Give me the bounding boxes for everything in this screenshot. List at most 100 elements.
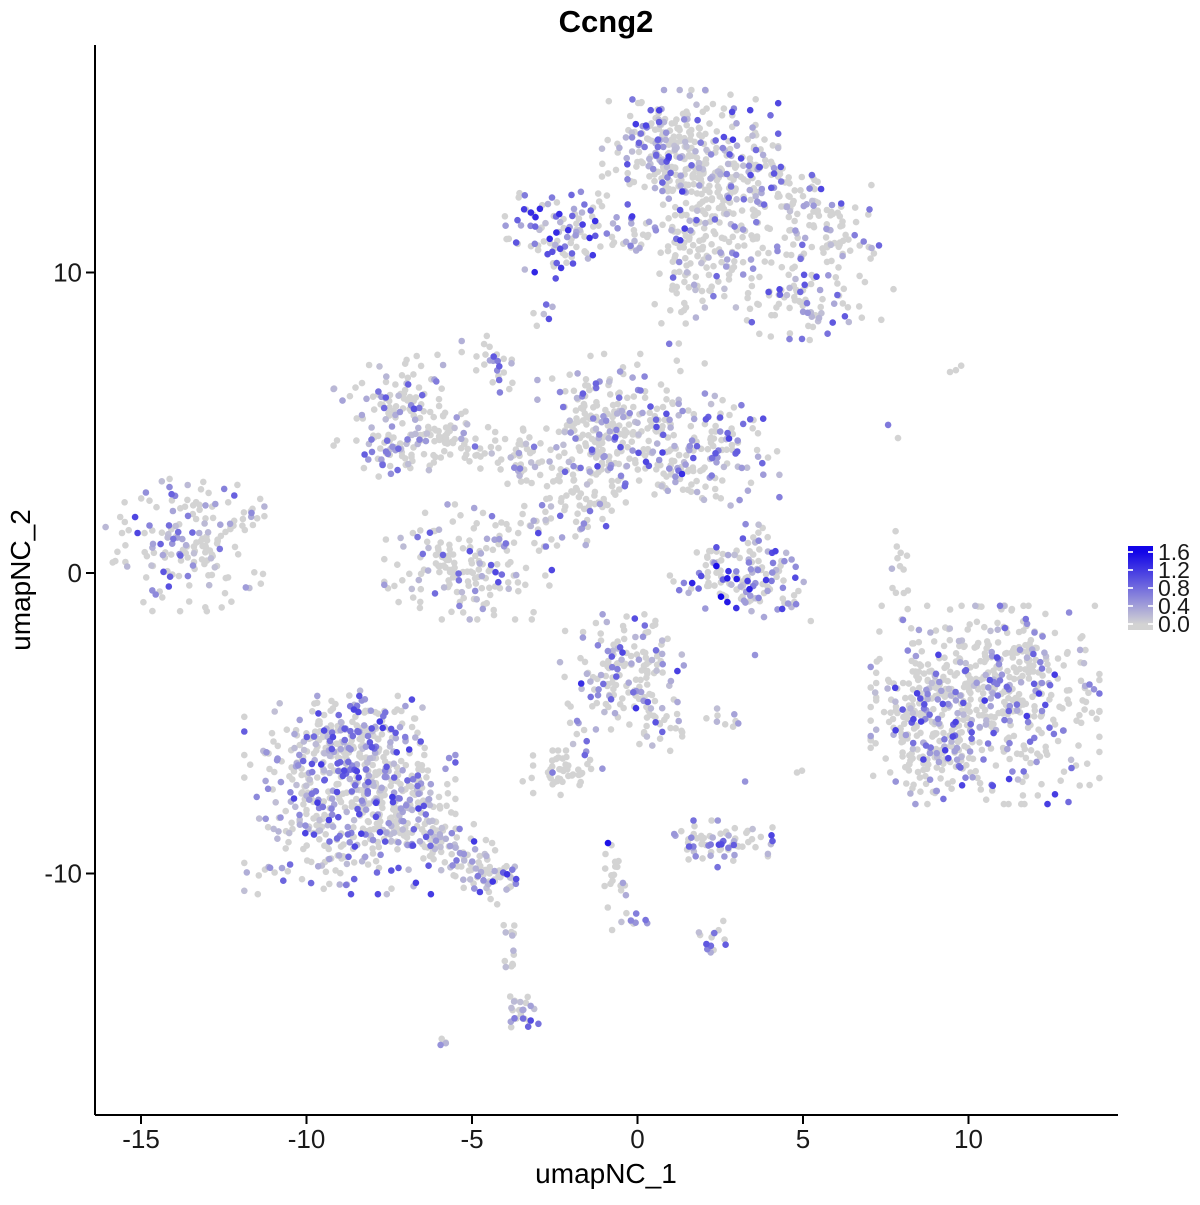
data-point <box>416 838 424 845</box>
data-point <box>628 148 636 155</box>
data-point <box>365 778 372 786</box>
data-point <box>376 828 384 836</box>
data-point <box>241 713 248 721</box>
data-point <box>415 790 422 798</box>
data-point <box>415 424 422 432</box>
data-point <box>976 739 983 746</box>
data-point <box>519 778 526 785</box>
data-point <box>420 855 427 862</box>
data-point <box>203 537 211 544</box>
data-point <box>608 477 616 485</box>
data-point <box>280 877 287 884</box>
data-point <box>676 206 684 214</box>
data-point <box>867 663 874 671</box>
data-point <box>703 715 710 722</box>
data-point <box>264 823 272 831</box>
data-point <box>1010 732 1018 740</box>
data-point <box>661 416 669 424</box>
data-point <box>594 190 602 197</box>
data-point <box>572 232 579 239</box>
data-point <box>933 749 940 757</box>
data-point <box>383 373 390 380</box>
data-point <box>621 432 628 439</box>
data-point <box>733 196 740 203</box>
data-point <box>556 388 564 396</box>
data-point <box>747 566 755 573</box>
data-point <box>781 557 788 565</box>
data-point <box>724 429 731 437</box>
data-point <box>1080 659 1088 667</box>
data-point <box>599 660 607 667</box>
data-point <box>801 281 808 289</box>
data-point <box>496 584 504 592</box>
data-point <box>410 371 417 378</box>
data-point <box>351 843 359 850</box>
data-point <box>886 769 894 776</box>
data-point <box>613 214 620 221</box>
data-point <box>900 566 907 573</box>
data-point <box>450 872 457 879</box>
data-point <box>660 470 667 478</box>
data-point <box>631 231 638 238</box>
data-point <box>504 480 511 488</box>
data-point <box>523 477 530 484</box>
data-point <box>166 483 173 491</box>
data-point <box>566 371 573 379</box>
data-point <box>628 129 636 136</box>
data-point <box>739 226 747 233</box>
data-point <box>686 92 694 99</box>
data-point <box>382 394 390 401</box>
data-point <box>546 582 553 589</box>
data-point <box>643 681 651 688</box>
data-point <box>676 154 684 161</box>
data-point <box>512 880 520 888</box>
data-point <box>954 738 962 746</box>
data-point <box>664 487 672 495</box>
data-point <box>430 459 438 466</box>
data-point <box>856 242 863 249</box>
data-point <box>610 871 618 879</box>
data-point <box>759 151 767 159</box>
data-point <box>667 424 674 431</box>
data-point <box>347 746 354 753</box>
data-point <box>642 458 650 466</box>
data-point <box>829 319 836 326</box>
data-point <box>591 217 599 225</box>
data-point <box>645 437 652 445</box>
data-point <box>671 442 678 450</box>
data-point <box>935 651 942 659</box>
y-tick-label: -10 <box>44 859 82 889</box>
data-point <box>711 230 719 238</box>
data-point <box>381 773 389 781</box>
data-point <box>687 136 694 143</box>
data-point <box>649 165 657 173</box>
x-tick-label: 0 <box>630 1124 644 1154</box>
data-point <box>699 297 706 305</box>
data-point <box>316 836 323 843</box>
data-point <box>271 869 278 876</box>
data-point <box>688 188 695 195</box>
data-point <box>966 708 973 715</box>
data-point <box>990 720 997 728</box>
data-point <box>491 847 499 854</box>
data-point <box>422 437 430 445</box>
data-point <box>773 448 781 455</box>
data-point <box>303 810 310 818</box>
data-point <box>561 251 569 259</box>
data-point <box>659 449 666 456</box>
data-point <box>1016 646 1024 654</box>
data-point <box>489 379 497 386</box>
data-point <box>503 871 511 878</box>
data-point <box>242 584 250 591</box>
data-point <box>317 761 325 768</box>
data-point <box>329 705 337 712</box>
data-point <box>926 776 934 783</box>
data-point <box>455 577 463 584</box>
data-point <box>998 671 1006 678</box>
data-point <box>415 384 423 391</box>
data-point <box>674 228 682 236</box>
data-point <box>528 479 535 487</box>
data-point <box>404 374 412 382</box>
data-point <box>365 818 373 826</box>
data-point <box>1076 782 1083 789</box>
